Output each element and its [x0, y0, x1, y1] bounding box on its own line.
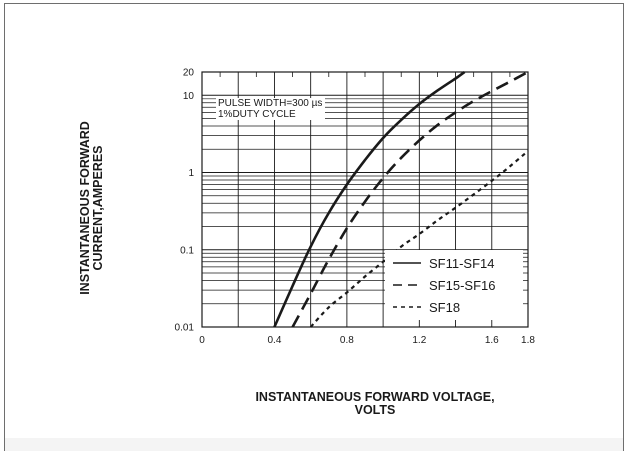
figure-frame: [4, 3, 624, 451]
bottom-strip: [5, 438, 623, 451]
y-axis-label-line-2: CURRENT,AMPERES: [91, 145, 105, 271]
y-axis-label: INSTANTANEOUS FORWARD CURRENT,AMPERES: [78, 121, 105, 295]
x-tick-label: 0.8: [340, 335, 354, 346]
x-axis-label-line-2: VOLTS: [354, 403, 396, 417]
note-line-2: 1%DUTY CYCLE: [218, 109, 296, 120]
y-tick-label: 1: [188, 168, 194, 179]
x-tick-label: 0.4: [267, 335, 281, 346]
x-tick-label: 0: [199, 335, 205, 346]
y-tick-label: 20: [183, 68, 195, 79]
y-tick-label: 0.1: [180, 245, 194, 256]
note-line-1: PULSE WIDTH=300 µs: [218, 98, 323, 109]
legend: SF11-SF14 SF15-SF16 SF18: [385, 250, 523, 320]
legend-label: SF11-SF14: [429, 256, 495, 271]
x-tick-label: 1.6: [485, 335, 499, 346]
y-tick-label: 10: [183, 91, 195, 102]
series-line-sf11-sf14: [273, 70, 466, 328]
x-tick-label: 1.8: [521, 335, 535, 346]
x-tick-label: 1.2: [412, 335, 426, 346]
series-layer: [273, 70, 529, 328]
series-line-sf18: [309, 150, 529, 328]
x-axis-label: INSTANTANEOUS FORWARD VOLTAGE, VOLTS: [210, 391, 540, 417]
y-tick-label: 0.01: [175, 323, 195, 334]
legend-label: SF15-SF16: [429, 278, 495, 293]
test-condition-note: PULSE WIDTH=300 µs 1%DUTY CYCLE: [216, 98, 326, 120]
x-axis-label-line-1: INSTANTANEOUS FORWARD VOLTAGE,: [255, 390, 495, 404]
legend-label: SF18: [429, 300, 460, 315]
tick-labels: 0 0.4 0.8 1.2 1.6 1.8 0.01 0.1 1 10 20: [175, 68, 536, 347]
